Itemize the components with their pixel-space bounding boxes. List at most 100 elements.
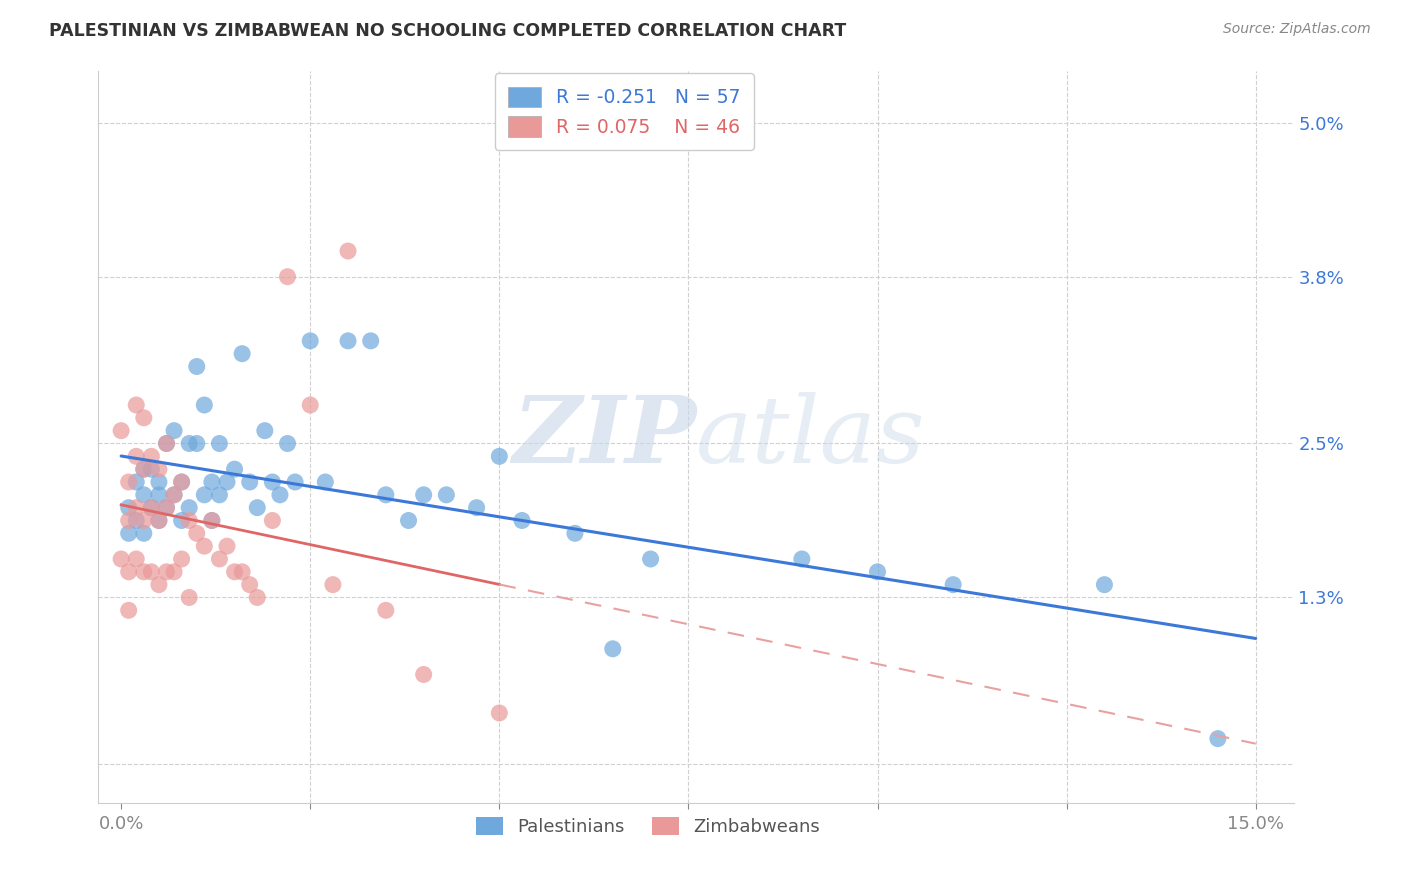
Point: [155, 500, 177, 515]
Point: [118, 514, 141, 528]
Point: [201, 475, 224, 489]
Point: [488, 706, 510, 720]
Point: [118, 565, 141, 579]
Point: [246, 591, 269, 605]
Point: [163, 565, 186, 579]
Point: [141, 462, 163, 476]
Point: [1206, 731, 1229, 746]
Point: [163, 488, 186, 502]
Point: [186, 359, 208, 374]
Point: [337, 334, 360, 348]
Point: [374, 603, 396, 617]
Point: [224, 462, 246, 476]
Point: [337, 244, 360, 258]
Point: [322, 577, 344, 591]
Point: [299, 398, 322, 412]
Point: [118, 475, 141, 489]
Point: [141, 565, 163, 579]
Point: [125, 552, 148, 566]
Point: [132, 565, 155, 579]
Point: [132, 462, 155, 476]
Point: [170, 552, 193, 566]
Text: PALESTINIAN VS ZIMBABWEAN NO SCHOOLING COMPLETED CORRELATION CHART: PALESTINIAN VS ZIMBABWEAN NO SCHOOLING C…: [49, 22, 846, 40]
Point: [314, 475, 336, 489]
Point: [564, 526, 586, 541]
Point: [148, 475, 170, 489]
Point: [602, 641, 624, 656]
Point: [170, 475, 193, 489]
Point: [141, 500, 163, 515]
Point: [179, 436, 201, 450]
Point: [179, 591, 201, 605]
Point: [215, 475, 238, 489]
Point: [186, 526, 208, 541]
Point: [155, 436, 177, 450]
Point: [148, 488, 170, 502]
Point: [148, 514, 170, 528]
Point: [125, 500, 148, 515]
Point: [170, 475, 193, 489]
Point: [179, 514, 201, 528]
Point: [148, 514, 170, 528]
Point: [398, 514, 420, 528]
Point: [118, 526, 141, 541]
Point: [132, 462, 155, 476]
Point: [640, 552, 662, 566]
Point: [148, 462, 170, 476]
Point: [132, 514, 155, 528]
Point: [253, 424, 276, 438]
Point: [488, 450, 510, 464]
Point: [510, 514, 533, 528]
Point: [239, 475, 262, 489]
Point: [269, 488, 291, 502]
Point: [110, 424, 132, 438]
Point: [179, 500, 201, 515]
Point: [942, 577, 965, 591]
Legend: Palestinians, Zimbabweans: Palestinians, Zimbabweans: [467, 807, 830, 845]
Point: [132, 488, 155, 502]
Point: [201, 514, 224, 528]
Point: [208, 488, 231, 502]
Point: [125, 514, 148, 528]
Point: [790, 552, 813, 566]
Point: [1094, 577, 1116, 591]
Point: [118, 500, 141, 515]
Point: [155, 436, 177, 450]
Point: [110, 552, 132, 566]
Point: [246, 500, 269, 515]
Point: [141, 450, 163, 464]
Point: [148, 577, 170, 591]
Point: [465, 500, 488, 515]
Point: [132, 410, 155, 425]
Point: [374, 488, 396, 502]
Point: [132, 526, 155, 541]
Point: [262, 475, 284, 489]
Point: [299, 334, 322, 348]
Point: [215, 539, 238, 553]
Point: [118, 603, 141, 617]
Point: [193, 488, 215, 502]
Point: [284, 475, 307, 489]
Point: [360, 334, 382, 348]
Point: [231, 346, 253, 360]
Point: [434, 488, 457, 502]
Point: [186, 436, 208, 450]
Point: [163, 488, 186, 502]
Text: atlas: atlas: [696, 392, 925, 482]
Point: [412, 667, 434, 681]
Point: [170, 514, 193, 528]
Point: [125, 398, 148, 412]
Point: [276, 269, 298, 284]
Point: [208, 436, 231, 450]
Point: [239, 577, 262, 591]
Point: [141, 500, 163, 515]
Point: [262, 514, 284, 528]
Text: Source: ZipAtlas.com: Source: ZipAtlas.com: [1223, 22, 1371, 37]
Point: [193, 539, 215, 553]
Point: [201, 514, 224, 528]
Point: [155, 500, 177, 515]
Point: [163, 424, 186, 438]
Text: ZIP: ZIP: [512, 392, 696, 482]
Point: [231, 565, 253, 579]
Point: [125, 475, 148, 489]
